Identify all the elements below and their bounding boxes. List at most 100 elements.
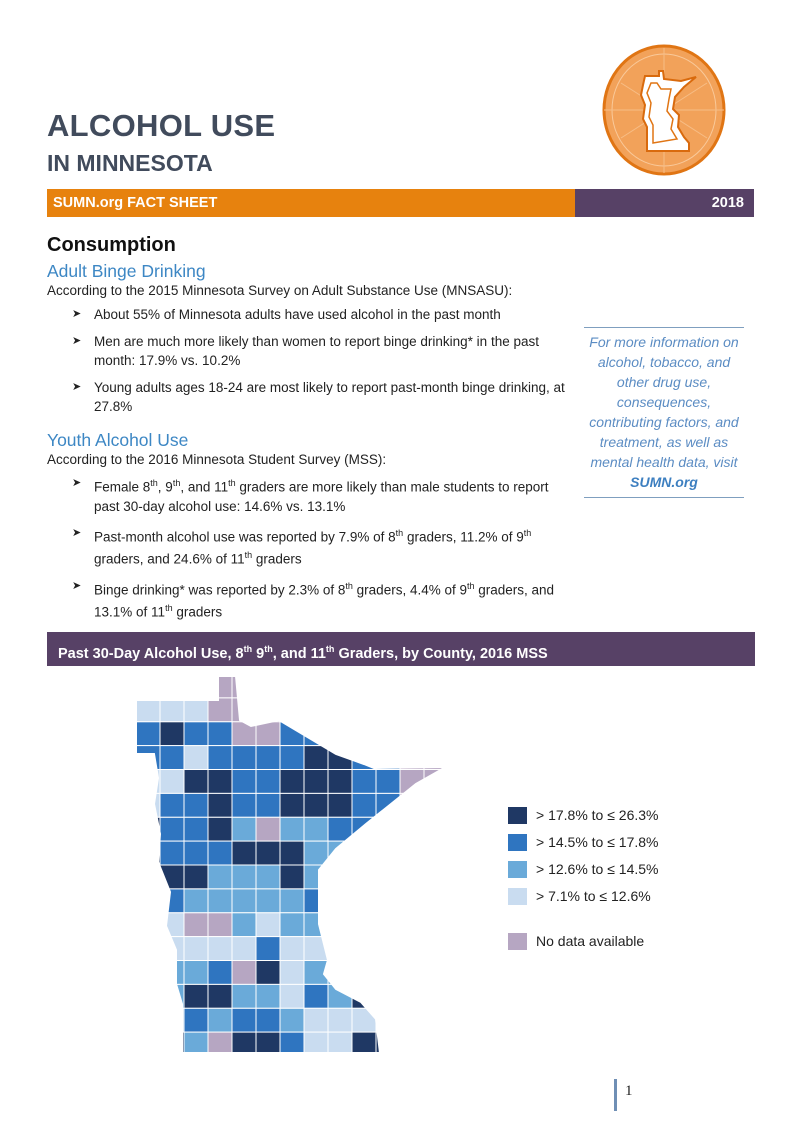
county-shape (183, 1007, 209, 1033)
county-shape (303, 888, 329, 914)
county-shape (351, 676, 377, 699)
county-shape (375, 888, 401, 914)
county-shape (136, 888, 161, 914)
arrow-bullet-icon: ➤ (72, 335, 82, 347)
bullet-item: ➤ Young adults ages 18-24 are most likely… (72, 378, 567, 416)
legend-label: > 7.1% to ≤ 12.6% (536, 888, 651, 904)
county-shape (183, 864, 209, 890)
text-segment: graders, 4.4% of 9 (352, 582, 467, 597)
ordinal-suffix: th (345, 580, 353, 591)
ordinal-suffix: th (244, 550, 253, 560)
text-segment: graders, 11.2% of 9 (403, 529, 524, 544)
minnesota-county-map (136, 675, 447, 1054)
county-shape (423, 983, 446, 1009)
legend-item: > 7.1% to ≤ 12.6% (508, 887, 659, 906)
county-shape (327, 676, 353, 699)
county-shape (351, 769, 377, 794)
county-shape (183, 888, 209, 914)
county-shape (136, 936, 161, 962)
county-shape (399, 676, 425, 699)
legend-swatch (508, 933, 527, 950)
county-shape (159, 1007, 185, 1033)
text-segment: 9 (252, 645, 265, 662)
county-shape (255, 888, 281, 914)
county-shape (375, 745, 401, 770)
text-segment: Past 30-Day Alcohol Use, 8 (58, 645, 244, 662)
county-shape (207, 697, 233, 723)
county-shape (159, 912, 185, 938)
county-shape (351, 745, 377, 770)
county-shape (231, 792, 257, 818)
county-shape (183, 745, 209, 770)
county-shape (207, 1007, 233, 1033)
county-shape (231, 912, 257, 938)
county-shape (303, 676, 329, 699)
county-shape (279, 1007, 305, 1033)
county-shape (255, 697, 281, 723)
county-shape (375, 816, 401, 842)
county-shape (303, 864, 329, 890)
county-shape (231, 936, 257, 962)
county-shape (303, 697, 329, 723)
county-shape (136, 1031, 161, 1053)
county-shape (136, 983, 161, 1009)
ordinal-suffix: th (467, 580, 475, 591)
county-shape (375, 960, 401, 985)
county-shape (159, 888, 185, 914)
county-shape (207, 816, 233, 842)
map-title-bar: Past 30-Day Alcohol Use, 8th 9th, and 11… (47, 632, 755, 666)
county-shape (255, 936, 281, 962)
ordinal-suffix: th (172, 478, 181, 488)
county-shape (399, 816, 425, 842)
minnesota-logo-icon (602, 44, 726, 176)
county-shape (303, 912, 329, 938)
section-heading: Consumption (47, 234, 176, 256)
county-shape (207, 864, 233, 890)
county-shape (423, 960, 446, 985)
text-segment: , and 11 (180, 479, 229, 495)
sumn-link[interactable]: SUMN.org (630, 474, 698, 490)
county-shape (375, 983, 401, 1009)
county-shape (183, 983, 209, 1009)
page-number: 1 (614, 1079, 633, 1111)
arrow-bullet-icon: ➤ (72, 308, 82, 320)
county-shape (327, 864, 353, 890)
county-shape (423, 676, 446, 699)
county-shape (399, 912, 425, 938)
county-shape (207, 792, 233, 818)
county-shape (375, 912, 401, 938)
county-shape (183, 676, 209, 699)
county-shape (399, 936, 425, 962)
county-shape (423, 721, 446, 747)
county-shape (159, 816, 185, 842)
county-shape (183, 769, 209, 794)
county-shape (183, 936, 209, 962)
county-shape (423, 840, 446, 866)
bullet-item: ➤ Female 8th, 9th, and 11th graders are m… (72, 474, 567, 516)
county-shape (327, 792, 353, 818)
county-shape (136, 721, 161, 747)
county-shape (327, 888, 353, 914)
county-shape (159, 1031, 185, 1053)
county-shape (375, 840, 401, 866)
county-shape (327, 912, 353, 938)
county-shape (423, 745, 446, 770)
page-title-line2: IN MINNESOTA (47, 150, 213, 176)
legend-item: > 17.8% to ≤ 26.3% (508, 806, 659, 825)
county-shape (303, 769, 329, 794)
county-shape (279, 676, 305, 699)
county-shape (255, 792, 281, 818)
county-shape (375, 697, 401, 723)
county-shape (279, 912, 305, 938)
county-shape (423, 697, 446, 723)
county-shape (423, 888, 446, 914)
county-shape (375, 936, 401, 962)
county-shape (327, 697, 353, 723)
county-shape (231, 888, 257, 914)
county-shape (207, 745, 233, 770)
county-shape (231, 769, 257, 794)
banner-year: 2018 (575, 189, 754, 217)
county-shape (399, 888, 425, 914)
county-shape (303, 840, 329, 866)
county-shape (399, 721, 425, 747)
